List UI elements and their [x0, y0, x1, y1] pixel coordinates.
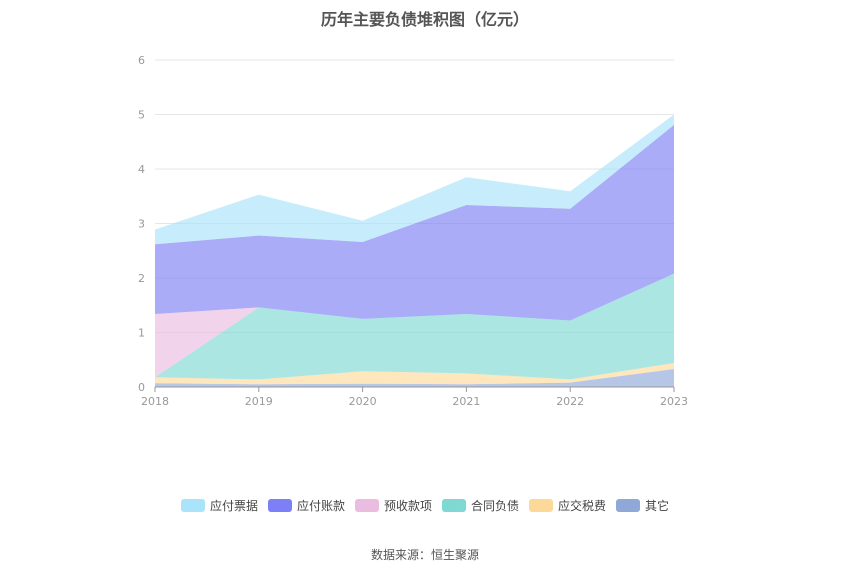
area-layer: [155, 114, 674, 387]
data-source: 数据来源：恒生聚源: [370, 548, 479, 562]
legend-label: 合同负债: [471, 499, 520, 513]
y-tick-label: 2: [138, 272, 145, 285]
legend-label: 预收款项: [383, 499, 432, 513]
axis-layer: 0 1 2 3 4 5 6 2018 2019 2020 2021 2022 2023: [138, 54, 688, 408]
legend-label: 应付票据: [209, 499, 258, 513]
legend-swatch: [267, 499, 292, 512]
legend-label: 其它: [645, 499, 670, 513]
y-tick-label: 5: [138, 109, 145, 122]
legend-item[interactable]: 应付账款: [267, 497, 345, 514]
area-series: [155, 363, 674, 385]
chart-title: 历年主要负债堆积图（亿元）: [320, 10, 529, 29]
legend-item[interactable]: 应交税费: [529, 497, 606, 514]
chart-legend: 应付票据 应付账款 预收款项 合同负债 应交税费 其它: [0, 497, 850, 514]
y-tick-label: 1: [138, 327, 145, 340]
legend-item[interactable]: 应付票据: [180, 497, 258, 514]
y-tick-label: 3: [138, 218, 145, 231]
legend-swatch: [529, 499, 554, 512]
legend-label: 应付账款: [296, 499, 345, 513]
x-tick-label: 2022: [556, 395, 584, 408]
area-series: [155, 369, 674, 387]
x-tick-label: 2020: [349, 395, 377, 408]
y-tick-label: 0: [138, 381, 145, 394]
y-tick-label: 4: [138, 163, 145, 176]
legend-label: 应交税费: [558, 499, 607, 513]
legend-swatch: [180, 499, 205, 512]
legend-swatch: [442, 499, 466, 512]
y-tick-label: 6: [138, 54, 145, 67]
legend-swatch: [616, 499, 641, 512]
legend-item[interactable]: 合同负债: [442, 497, 519, 514]
legend-item[interactable]: 预收款项: [354, 497, 432, 514]
x-tick-label: 2019: [245, 395, 273, 408]
area-series: [155, 114, 674, 245]
area-series: [155, 124, 674, 321]
x-tick-label: 2023: [660, 395, 688, 408]
legend-swatch: [354, 499, 379, 512]
x-tick-label: 2021: [452, 395, 480, 408]
x-tick-label: 2018: [141, 395, 169, 408]
area-series: [155, 273, 674, 380]
legend-item[interactable]: 其它: [616, 497, 669, 514]
